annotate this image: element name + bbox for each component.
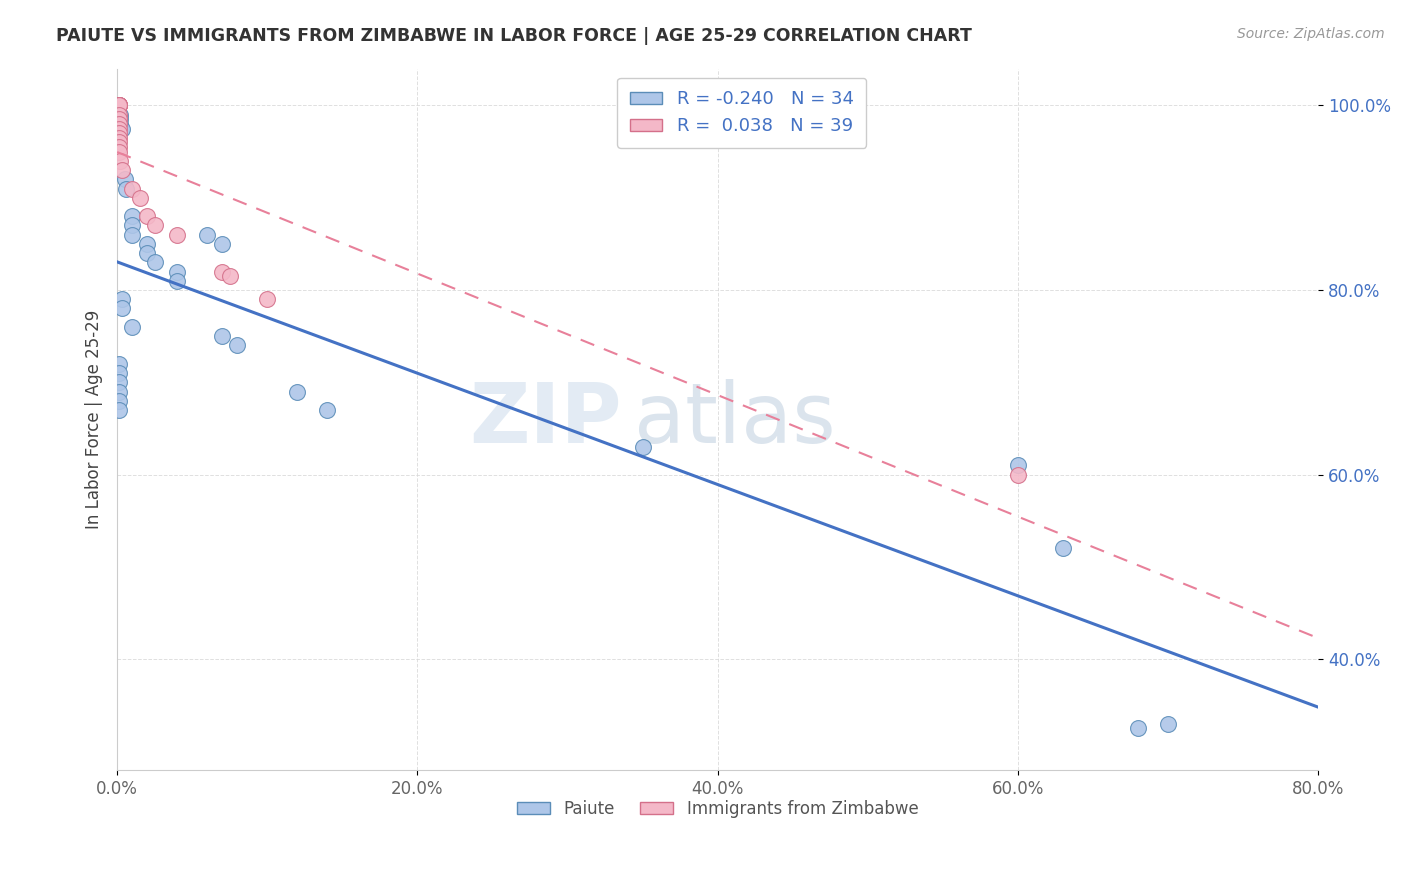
Point [108,153,131,168]
Text: atlas: atlas [634,379,835,459]
Point [108,112,131,127]
Point [111,121,134,136]
Point [316,403,339,417]
Point [121,227,143,242]
Point [108,108,131,122]
Point [107,98,129,112]
Point [128,191,150,205]
Point [107,357,129,371]
Point [107,108,129,122]
Point [107,366,129,380]
Point [111,163,134,178]
Point [1126,722,1149,736]
Point [107,376,129,390]
Point [107,98,129,112]
Text: PAIUTE VS IMMIGRANTS FROM ZIMBABWE IN LABOR FORCE | AGE 25-29 CORRELATION CHART: PAIUTE VS IMMIGRANTS FROM ZIMBABWE IN LA… [56,27,972,45]
Point [107,393,129,408]
Point [218,269,240,284]
Point [107,98,129,112]
Point [107,136,129,150]
Point [121,320,143,334]
Point [107,121,129,136]
Point [121,181,143,195]
Point [107,112,129,127]
Point [107,117,129,131]
Point [143,219,166,233]
Point [211,329,233,343]
Legend: Paiute, Immigrants from Zimbabwe: Paiute, Immigrants from Zimbabwe [510,794,925,825]
Point [143,255,166,269]
Point [108,117,131,131]
Point [121,209,143,223]
Point [1157,716,1180,731]
Point [107,140,129,154]
Point [631,440,654,454]
Point [121,219,143,233]
Point [285,384,308,399]
Point [111,301,134,316]
Point [111,293,134,307]
Point [107,98,129,112]
Point [256,293,278,307]
Point [1052,541,1074,556]
Point [211,236,233,251]
Text: Source: ZipAtlas.com: Source: ZipAtlas.com [1237,27,1385,41]
Point [136,236,159,251]
Point [136,246,159,260]
Point [1007,458,1029,473]
Point [166,227,188,242]
Y-axis label: In Labor Force | Age 25-29: In Labor Force | Age 25-29 [86,310,103,529]
Point [107,403,129,417]
Point [166,264,188,278]
Point [107,130,129,145]
Point [107,98,129,112]
Point [136,209,159,223]
Point [107,145,129,159]
Point [1007,467,1029,482]
Point [226,338,249,352]
Point [107,98,129,112]
Point [114,172,136,186]
Point [195,227,218,242]
Point [115,181,138,195]
Text: ZIP: ZIP [470,379,621,459]
Point [107,384,129,399]
Point [166,274,188,288]
Point [211,264,233,278]
Point [107,126,129,140]
